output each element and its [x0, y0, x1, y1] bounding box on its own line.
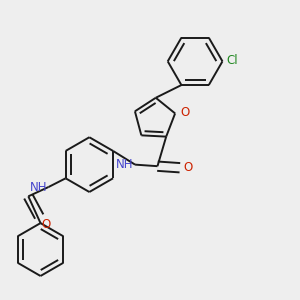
Text: O: O — [180, 106, 189, 119]
Text: O: O — [183, 160, 192, 174]
Text: O: O — [41, 218, 50, 231]
Text: NH: NH — [29, 181, 47, 194]
Text: Cl: Cl — [226, 54, 238, 67]
Text: NH: NH — [116, 158, 134, 171]
